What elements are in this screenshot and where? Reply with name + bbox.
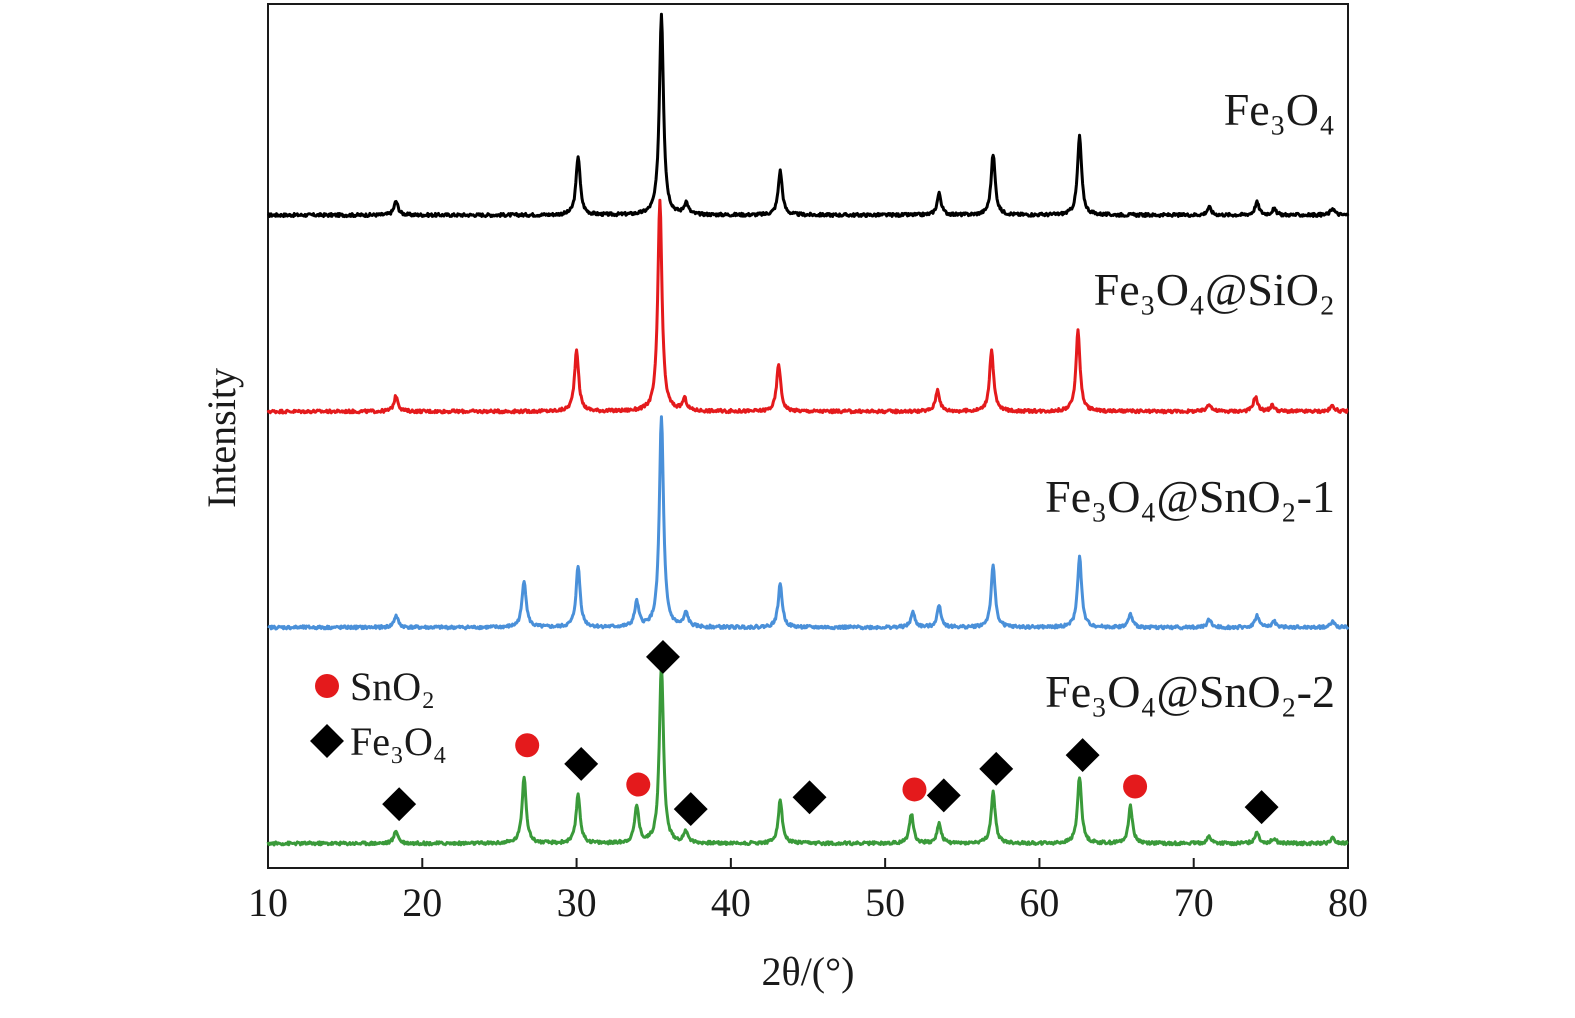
peak-marker-layer — [382, 639, 1279, 827]
fe3o4-peak-marker — [382, 787, 417, 822]
fe3o4-peak-marker — [792, 780, 827, 815]
sno2-peak-marker — [1123, 774, 1148, 799]
x-tick-layer: 10 20 30 40 50 60 70 80 — [248, 858, 1368, 925]
series-label-fe3o4: Fe₃O₄ — [1224, 84, 1335, 135]
x-tick-label: 50 — [865, 880, 905, 925]
series-line-3 — [266, 662, 1349, 847]
legend-label-sno2: SnO₂ — [350, 664, 435, 709]
x-tick-label: 70 — [1174, 880, 1214, 925]
x-tick-label: 20 — [402, 880, 442, 925]
fe3o4-peak-marker — [1065, 738, 1100, 773]
plot-frame — [267, 3, 1349, 869]
series-line-1 — [266, 198, 1349, 415]
series-label-fe3o4-sio2: Fe₃O₄@SiO₂ — [1094, 264, 1335, 315]
legend-sno2-circle-icon — [315, 674, 339, 698]
x-tick-label: 40 — [711, 880, 751, 925]
x-tick-label: 80 — [1328, 880, 1368, 925]
legend: SnO₂ Fe₃O₄ — [310, 664, 447, 764]
fe3o4-peak-marker — [564, 746, 599, 781]
fe3o4-peak-marker — [646, 639, 680, 674]
sno2-peak-marker — [626, 772, 651, 797]
series-line-2 — [267, 415, 1350, 631]
series-layer — [266, 12, 1350, 847]
plot-border — [267, 3, 1349, 869]
fe3o4-peak-marker — [979, 751, 1014, 786]
sno2-peak-marker — [902, 777, 927, 802]
fe3o4-peak-marker — [1244, 790, 1279, 825]
sno2-peak-marker — [515, 733, 540, 758]
fe3o4-peak-marker — [926, 778, 961, 813]
legend-label-fe3o4: Fe₃O₄ — [350, 719, 447, 764]
series-label-fe3o4-sno2-2: Fe₃O₄@SnO₂-2 — [1045, 666, 1335, 717]
x-tick-label: 30 — [557, 880, 597, 925]
fe3o4-peak-marker — [673, 792, 708, 827]
series-label-fe3o4-sno2-1: Fe₃O₄@SnO₂-1 — [1045, 471, 1335, 522]
x-axis-title: 2θ/(°) — [762, 949, 855, 994]
x-tick-label: 60 — [1019, 880, 1059, 925]
legend-fe3o4-diamond-icon — [310, 724, 344, 758]
series-line-0 — [267, 12, 1350, 219]
x-tick-label: 10 — [248, 880, 288, 925]
y-axis-title: Intensity — [199, 368, 244, 508]
